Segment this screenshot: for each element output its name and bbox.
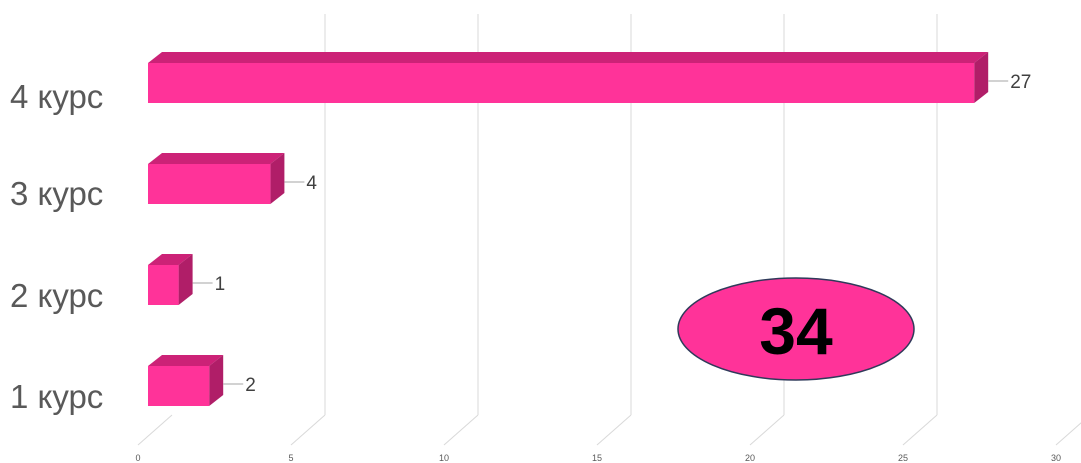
data-label: 1 — [215, 274, 226, 295]
grid-floor-line — [137, 414, 173, 446]
x-tick-label: 20 — [745, 453, 755, 463]
bar — [148, 366, 210, 406]
data-label: 4 — [306, 173, 317, 194]
grid-floor-line — [749, 414, 785, 446]
grid-floor-line — [596, 414, 632, 446]
grid-floor-line — [1055, 422, 1081, 446]
category-label: 1 курс — [10, 378, 103, 415]
data-label: 27 — [1010, 72, 1031, 93]
bar-side-face — [178, 254, 193, 305]
bar-top-face — [148, 52, 989, 63]
bar — [148, 164, 271, 204]
x-tick-label: 30 — [1051, 453, 1061, 463]
category-label: 3 курс — [10, 175, 103, 212]
data-labels: 2 1 4 27 — [192, 72, 1031, 396]
grid-floor-line — [902, 414, 938, 446]
x-tick-label: 25 — [898, 453, 908, 463]
bar-side-face — [270, 153, 285, 204]
bar-top-face — [148, 355, 224, 366]
bars — [148, 52, 989, 406]
x-tick-label: 10 — [439, 453, 449, 463]
bar-top-face — [148, 254, 193, 265]
bar — [148, 63, 975, 103]
x-tick-label: 0 — [135, 453, 140, 463]
total-ellipse — [677, 277, 915, 381]
x-tick-label: 15 — [592, 453, 602, 463]
grid-floor-line — [443, 414, 479, 446]
total-badge: 34 — [677, 277, 915, 381]
bar-side-face — [209, 355, 224, 406]
bar — [148, 265, 179, 305]
x-axis-ticks: 0 5 10 15 20 25 30 — [135, 453, 1061, 463]
data-label: 2 — [245, 375, 256, 396]
category-label: 4 курс — [10, 78, 103, 115]
category-labels: 1 курс 2 курс 3 курс 4 курс — [10, 78, 103, 415]
bar-side-face — [974, 52, 989, 103]
grid-floor-line — [290, 414, 326, 446]
total-value: 34 — [759, 294, 833, 368]
category-label: 2 курс — [10, 277, 103, 314]
x-tick-label: 5 — [288, 453, 293, 463]
bar-top-face — [148, 153, 285, 164]
